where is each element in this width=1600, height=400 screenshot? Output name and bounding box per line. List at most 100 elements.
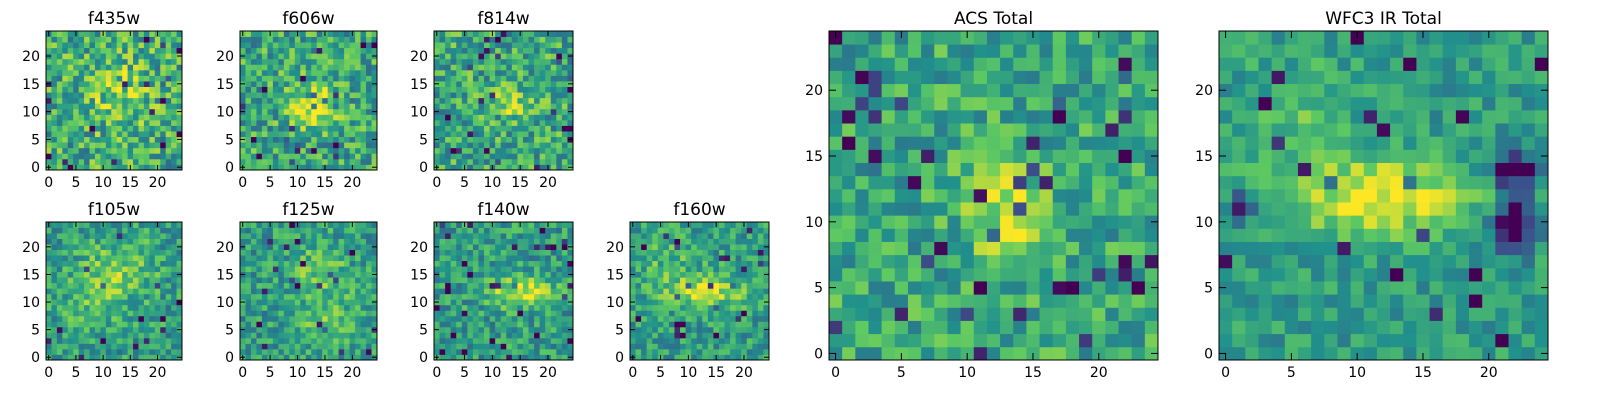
heatmap-cell xyxy=(934,149,948,163)
heatmap-cell xyxy=(1039,215,1054,229)
heatmap-cell xyxy=(680,288,686,295)
heatmap-cell xyxy=(143,249,150,256)
heatmap-cell xyxy=(240,310,246,317)
heatmap-cell xyxy=(133,304,139,311)
heatmap-cell xyxy=(56,293,63,300)
heatmap-cell xyxy=(489,233,496,239)
heatmap-cell xyxy=(855,307,869,321)
heatmap-cell xyxy=(305,69,312,76)
heatmap-cell xyxy=(500,321,507,328)
heatmap-cell xyxy=(154,92,161,99)
heatmap-cell xyxy=(1092,175,1106,190)
heatmap-cell xyxy=(668,244,675,250)
heatmap-cell xyxy=(111,293,118,300)
heatmap-cell xyxy=(133,125,139,132)
heatmap-cell xyxy=(138,277,145,284)
heatmap-cell xyxy=(171,75,177,82)
heatmap-cell xyxy=(160,164,167,171)
heatmap-cell xyxy=(561,119,568,126)
heatmap-cell xyxy=(506,260,513,267)
heatmap-cell xyxy=(116,53,123,60)
heatmap-cell xyxy=(245,75,252,82)
heatmap-cell xyxy=(646,326,653,333)
heatmap-cell xyxy=(657,244,664,250)
heatmap-cell xyxy=(567,249,574,256)
heatmap-cell xyxy=(1039,346,1054,361)
heatmap-cell xyxy=(344,75,350,82)
heatmap-cell xyxy=(311,136,318,143)
heatmap-cell xyxy=(67,42,74,49)
heatmap-cell xyxy=(630,315,636,322)
heatmap-cell xyxy=(355,222,361,228)
heatmap-cell xyxy=(338,47,345,54)
heatmap-cell xyxy=(267,92,274,99)
heatmap-cell xyxy=(718,315,725,322)
heatmap-cell xyxy=(735,277,742,284)
heatmap-cell xyxy=(94,337,101,344)
heatmap-cell xyxy=(641,348,648,355)
heatmap-cell xyxy=(305,310,312,317)
heatmap-cell xyxy=(133,81,139,87)
heatmap-cell xyxy=(663,249,670,256)
heatmap-cell xyxy=(289,326,296,333)
heatmap-cell xyxy=(62,125,69,132)
heatmap-cell xyxy=(349,114,356,121)
heatmap-cell xyxy=(344,282,350,289)
heatmap-cell xyxy=(122,332,128,339)
heatmap-cell xyxy=(528,158,535,165)
heatmap-cell xyxy=(478,125,485,132)
heatmap-cell xyxy=(456,271,463,278)
heatmap-cell xyxy=(484,31,490,37)
heatmap-cell xyxy=(539,299,546,306)
heatmap-cell xyxy=(456,293,463,300)
heatmap-cell xyxy=(517,260,524,267)
heatmap-cell xyxy=(550,233,557,239)
heatmap-cell xyxy=(567,69,574,76)
heatmap-cell xyxy=(842,175,856,190)
heatmap-cell xyxy=(528,47,535,54)
heatmap-cell xyxy=(534,119,541,126)
heatmap-cell xyxy=(333,304,340,311)
heatmap-cell xyxy=(294,249,301,256)
heatmap-cell xyxy=(868,333,883,348)
heatmap-cell xyxy=(506,36,513,43)
heatmap-cell xyxy=(261,119,268,126)
heatmap-cell xyxy=(752,321,759,328)
heatmap-cell xyxy=(300,142,307,149)
heatmap-cell xyxy=(289,142,296,149)
heatmap-cell xyxy=(495,249,502,256)
heatmap-cell xyxy=(300,153,307,160)
heatmap-cell xyxy=(371,332,378,339)
y-tick-label: 0 xyxy=(31,350,40,366)
heatmap-cell xyxy=(165,321,172,328)
heatmap-cell xyxy=(506,164,513,171)
heatmap-cell xyxy=(561,36,568,43)
heatmap-cell xyxy=(439,81,446,87)
panel-title: f140w xyxy=(477,200,529,220)
heatmap-cell xyxy=(489,337,496,344)
heatmap-cell xyxy=(467,332,474,339)
heatmap-cell xyxy=(344,69,350,76)
heatmap-cell xyxy=(283,92,290,99)
heatmap-cell xyxy=(176,321,183,328)
heatmap-cell xyxy=(550,31,557,37)
heatmap-cell xyxy=(267,238,274,245)
heatmap-cell xyxy=(294,153,301,160)
panel-title: f125w xyxy=(282,200,334,220)
heatmap-cell xyxy=(143,103,150,110)
heatmap-cell xyxy=(478,354,485,361)
x-tick-label: 20 xyxy=(539,175,557,191)
heatmap-cell xyxy=(73,58,80,65)
heatmap-cell xyxy=(261,222,268,228)
heatmap-cell xyxy=(171,97,177,104)
heatmap-cell xyxy=(327,31,334,37)
heatmap-cell xyxy=(245,227,252,234)
heatmap-cell xyxy=(154,332,161,339)
heatmap-cell xyxy=(84,97,90,104)
heatmap-cell xyxy=(94,260,101,267)
heatmap-cell xyxy=(545,103,552,110)
heatmap-cell xyxy=(539,92,546,99)
heatmap-cell xyxy=(122,271,128,278)
heatmap-cell xyxy=(472,227,479,234)
heatmap-cell xyxy=(467,343,474,350)
